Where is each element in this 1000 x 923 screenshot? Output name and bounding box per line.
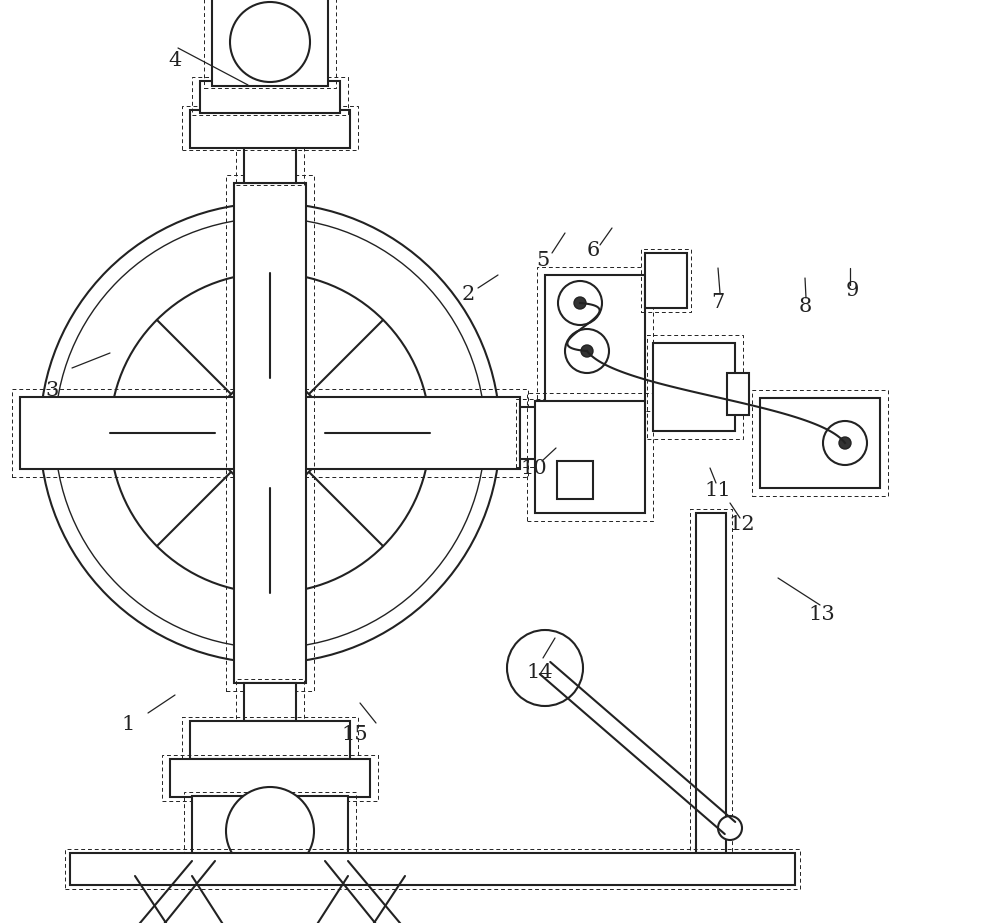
Bar [226, 175, 314, 691]
Bar [696, 513, 726, 853]
Bar [244, 683, 296, 721]
Bar [555, 393, 595, 473]
Bar [558, 403, 613, 463]
Text: 4: 4 [168, 52, 182, 70]
Bar [752, 390, 888, 496]
Bar [190, 721, 350, 759]
Bar [162, 755, 378, 801]
Bar [647, 335, 743, 439]
Text: 3: 3 [45, 381, 59, 401]
Bar [690, 509, 732, 857]
Circle shape [839, 437, 851, 449]
Bar [192, 796, 348, 861]
Text: 6: 6 [586, 241, 600, 259]
Bar [760, 398, 880, 488]
Bar [65, 849, 800, 889]
Circle shape [558, 281, 602, 325]
Bar [236, 679, 304, 725]
Bar [204, 0, 336, 88]
Circle shape [226, 787, 314, 875]
Text: 15: 15 [342, 725, 368, 744]
Circle shape [507, 630, 583, 706]
Bar [234, 183, 306, 683]
Bar [20, 397, 520, 469]
Bar [200, 81, 340, 113]
Bar [12, 389, 528, 477]
Bar [236, 141, 304, 185]
Text: 7: 7 [711, 294, 725, 313]
Bar [70, 853, 795, 885]
Bar [184, 792, 356, 865]
Text: 5: 5 [536, 251, 550, 270]
Circle shape [55, 218, 485, 648]
Bar [192, 77, 348, 115]
Bar [641, 249, 691, 312]
Circle shape [230, 2, 310, 82]
Bar [182, 106, 358, 150]
Bar [170, 759, 370, 797]
Circle shape [581, 345, 593, 357]
Circle shape [565, 329, 609, 373]
Bar [552, 395, 619, 471]
Bar [527, 393, 653, 521]
Bar [545, 275, 645, 403]
Circle shape [40, 203, 500, 663]
Text: 10: 10 [521, 459, 547, 477]
Bar [244, 145, 296, 183]
Bar [557, 461, 593, 499]
Bar [516, 399, 562, 467]
Bar [182, 717, 358, 763]
Bar [190, 110, 350, 148]
Circle shape [718, 816, 742, 840]
Bar [520, 407, 558, 459]
Text: 12: 12 [729, 516, 755, 534]
Bar [535, 401, 645, 513]
Bar [645, 253, 687, 308]
Bar [653, 343, 735, 431]
Text: 13: 13 [809, 605, 835, 625]
Text: 2: 2 [461, 285, 475, 305]
Text: 1: 1 [121, 715, 135, 735]
Bar [727, 373, 749, 415]
Circle shape [215, 378, 325, 488]
Bar [553, 385, 601, 481]
Text: 11: 11 [705, 482, 731, 500]
Circle shape [574, 297, 586, 309]
Bar [212, 0, 328, 86]
Circle shape [110, 273, 430, 593]
Text: 9: 9 [845, 282, 859, 301]
Bar [537, 267, 653, 411]
Circle shape [823, 421, 867, 465]
Text: 8: 8 [798, 296, 812, 316]
Text: 14: 14 [527, 663, 553, 681]
